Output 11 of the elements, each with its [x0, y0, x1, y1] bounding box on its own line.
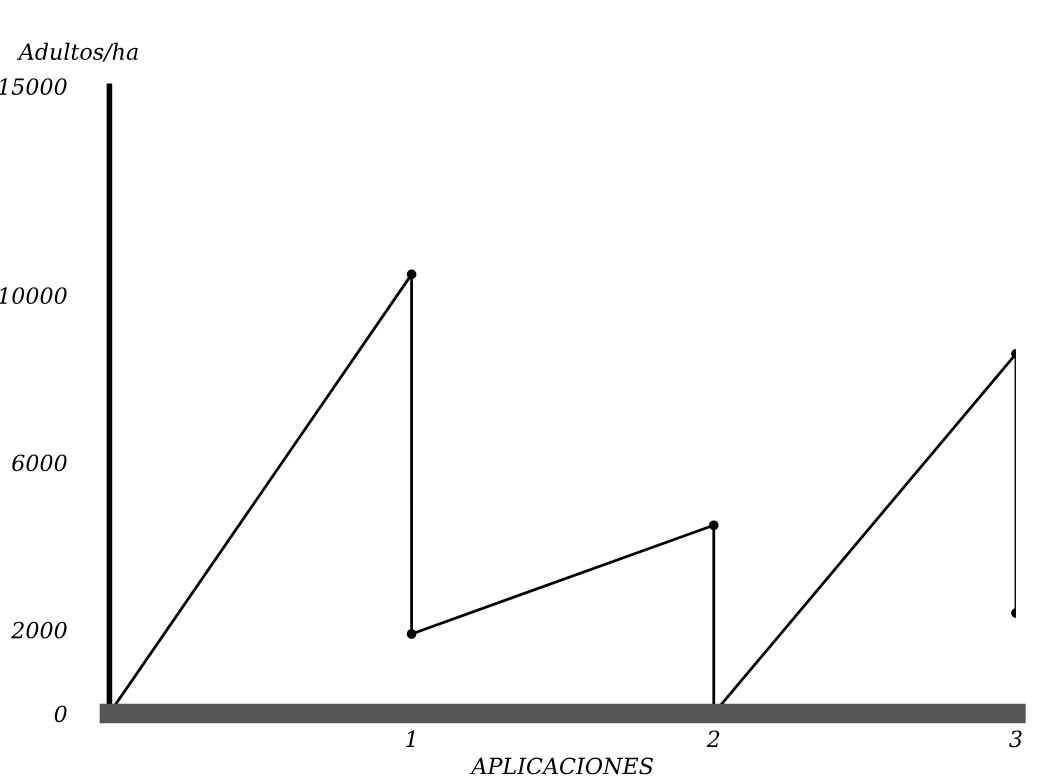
y-tick-label: 2000	[11, 621, 67, 639]
x-tick-label: 1	[406, 730, 415, 747]
point	[406, 269, 417, 280]
y-axis-title: Adultos/ha	[17, 42, 138, 62]
x-axis-title: APLICACIONES	[469, 757, 653, 775]
x-tick-label: 3	[1009, 730, 1022, 748]
point	[708, 520, 719, 531]
y-tick-label: 6000	[12, 454, 67, 472]
x-tick-label: 2	[706, 730, 720, 747]
point	[406, 629, 417, 639]
y-tick-label: 0	[54, 705, 67, 723]
